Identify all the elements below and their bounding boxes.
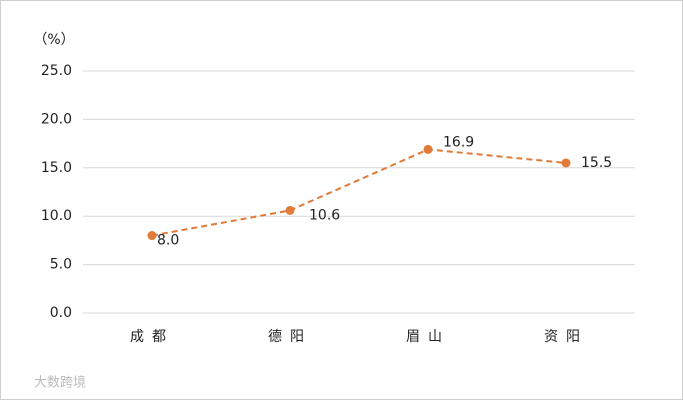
unit-label: （%） bbox=[33, 32, 74, 48]
value-label: 16.9 bbox=[443, 134, 474, 150]
x-tick-label: 眉山 bbox=[406, 329, 450, 345]
value-label: 10.6 bbox=[309, 207, 340, 223]
x-tick-label: 德阳 bbox=[268, 329, 312, 345]
x-tick-label: 成都 bbox=[130, 329, 174, 345]
line bbox=[151, 148, 567, 237]
y-tick-label: 25.0 bbox=[41, 63, 72, 79]
y-tick-label: 0.0 bbox=[50, 305, 72, 321]
point bbox=[561, 158, 571, 168]
y-tick-label: 5.0 bbox=[50, 257, 72, 273]
point bbox=[147, 231, 157, 241]
point bbox=[423, 144, 433, 154]
value-label: 8.0 bbox=[157, 233, 179, 249]
watermark: 大数跨境 bbox=[34, 376, 86, 391]
point bbox=[285, 205, 295, 215]
y-tick-label: 20.0 bbox=[41, 111, 72, 127]
y-tick-label: 15.0 bbox=[41, 160, 72, 176]
y-tick-label: 10.0 bbox=[41, 208, 72, 224]
value-label: 15.5 bbox=[581, 155, 612, 171]
x-tick-label: 资阳 bbox=[544, 329, 588, 345]
